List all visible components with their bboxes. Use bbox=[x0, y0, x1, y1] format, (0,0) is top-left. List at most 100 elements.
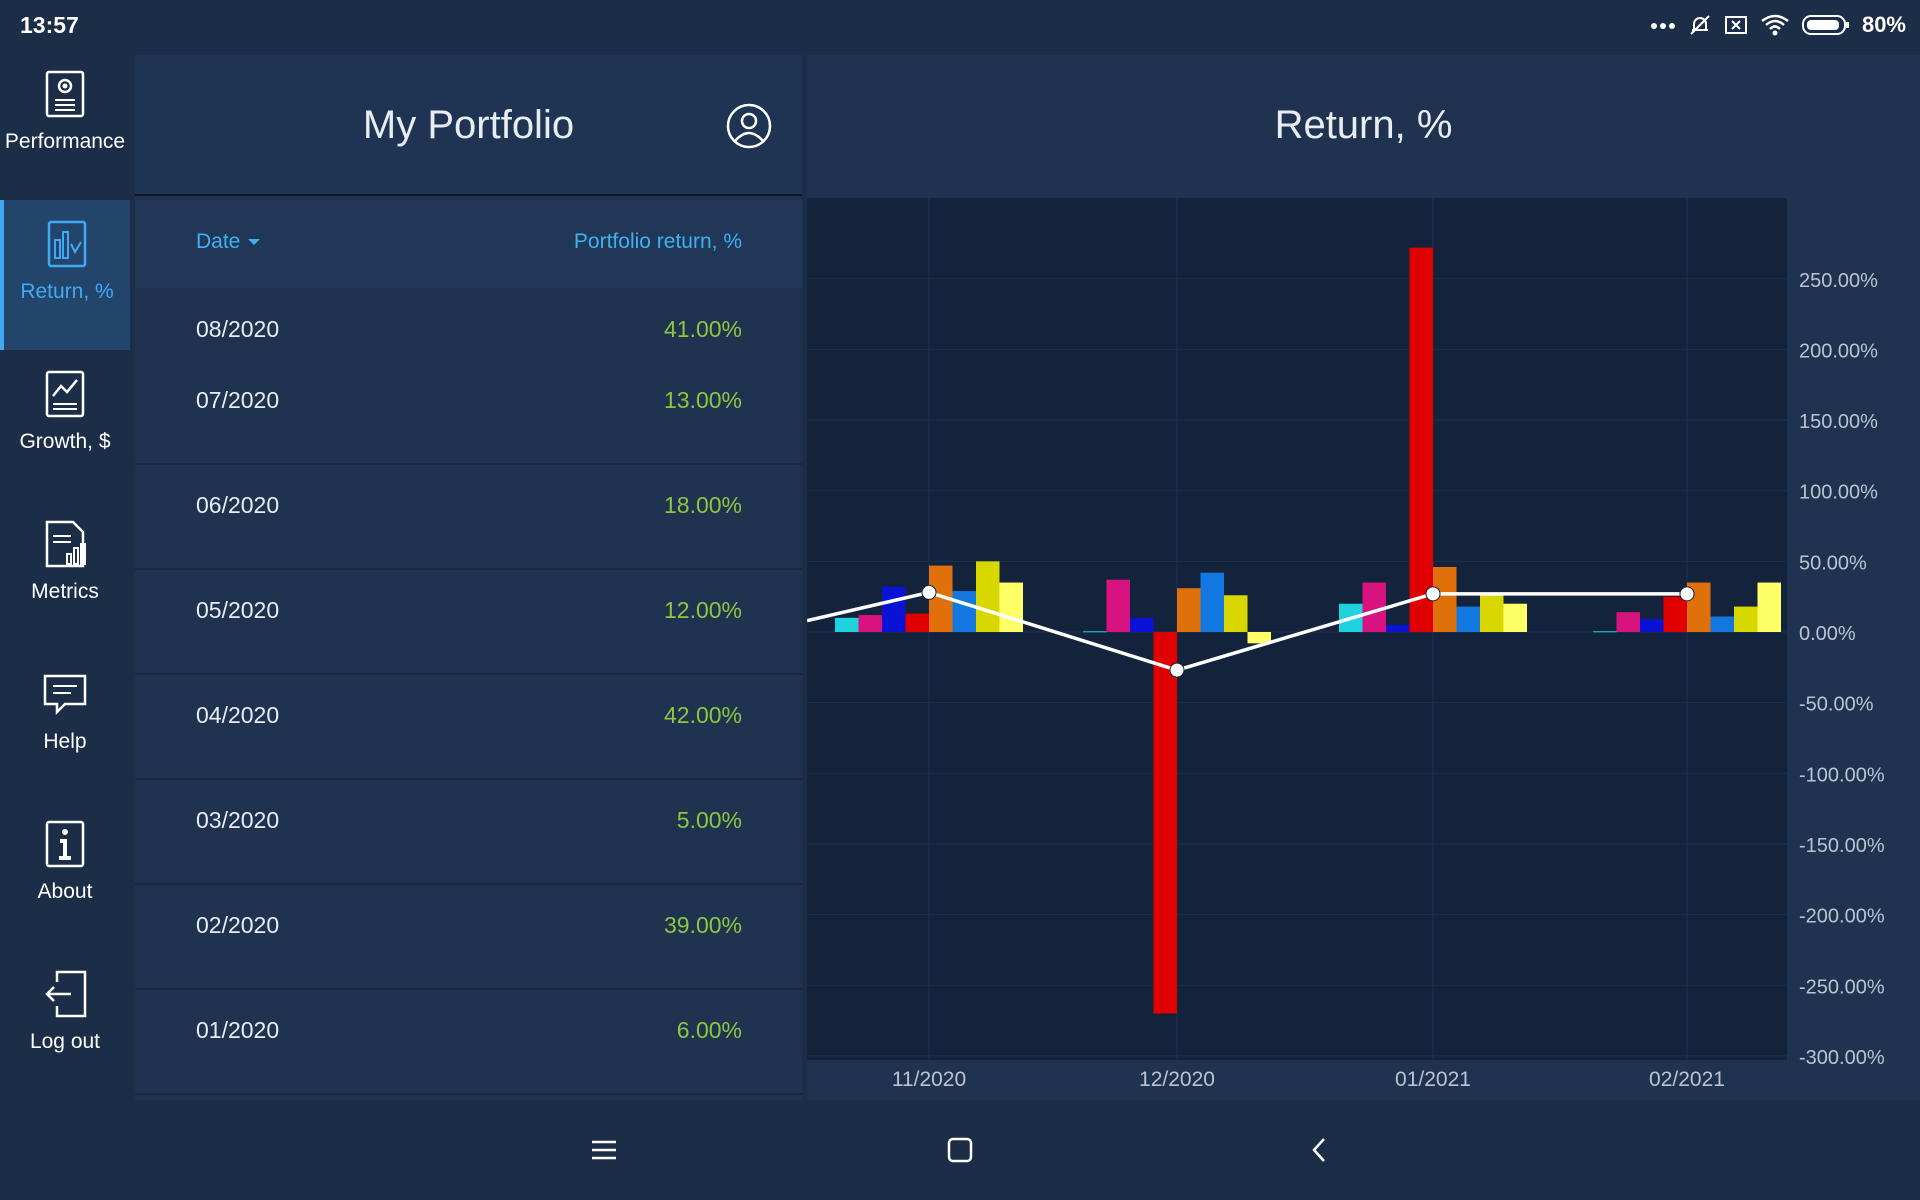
sidebar-item-label: Growth, $ bbox=[19, 430, 111, 453]
x-tick-label: 02/2021 bbox=[1649, 1068, 1725, 1091]
sidebar-item-logout[interactable]: Log out bbox=[0, 950, 130, 1100]
line-point bbox=[1169, 662, 1185, 678]
bar bbox=[1480, 593, 1504, 632]
row-date: 07/2020 bbox=[196, 387, 280, 413]
sim-off-icon bbox=[1724, 14, 1748, 36]
row-return: 41.00% bbox=[663, 316, 742, 342]
menu-button[interactable] bbox=[582, 1128, 626, 1172]
bar bbox=[1130, 617, 1154, 632]
row-date: 08/2020 bbox=[196, 316, 280, 342]
bar bbox=[1386, 624, 1410, 632]
row-return: 5.00% bbox=[676, 807, 742, 833]
table-header: Date Portfolio return, % bbox=[135, 200, 802, 288]
bar bbox=[1083, 631, 1107, 633]
sidebar-item-label: Metrics bbox=[31, 580, 99, 603]
metrics-icon bbox=[45, 520, 86, 568]
chart-panel: Return, % 250.00% 200.00% 150.00% 100.00% 50… bbox=[807, 55, 1920, 1100]
sidebar-item-return[interactable]: Return, % bbox=[0, 200, 130, 350]
y-tick-label: -100.00% bbox=[1799, 764, 1885, 786]
status-bar: 13:57 80% bbox=[0, 0, 1920, 50]
table-row[interactable]: 03/2020 5.00% bbox=[135, 781, 802, 885]
row-return: 39.00% bbox=[663, 912, 742, 938]
bar bbox=[1362, 582, 1386, 632]
row-date: 02/2020 bbox=[196, 912, 280, 938]
y-tick-label: 50.00% bbox=[1799, 552, 1867, 574]
date-column-header: Date bbox=[196, 230, 241, 253]
y-tick-label: -200.00% bbox=[1799, 906, 1885, 928]
return-column-header: Portfolio return, % bbox=[573, 230, 742, 253]
bar bbox=[1456, 606, 1480, 632]
bar bbox=[976, 561, 1000, 632]
battery-icon bbox=[1801, 13, 1850, 37]
system-nav-bar bbox=[0, 1100, 1920, 1200]
sidebar-item-label: Help bbox=[43, 730, 87, 753]
battery-percent: 80% bbox=[1861, 12, 1906, 37]
back-button[interactable] bbox=[1297, 1128, 1341, 1172]
caret-down-icon bbox=[248, 239, 261, 245]
returns-table: 08/2020 41.00% 07/2020 13.00% 06/2020 18… bbox=[135, 290, 802, 1100]
status-icons: 80% bbox=[1650, 11, 1906, 39]
sidebar-item-performance[interactable]: Performance bbox=[0, 50, 130, 200]
sidebar-item-label: About bbox=[37, 880, 93, 903]
bar bbox=[1247, 632, 1271, 644]
row-return: 6.00% bbox=[676, 1017, 742, 1043]
return-chart[interactable]: 250.00% 200.00% 150.00% 100.00% 50.00% 0.00% -… bbox=[807, 55, 1920, 1100]
bar bbox=[1593, 631, 1617, 633]
sidebar-item-metrics[interactable]: Metrics bbox=[0, 500, 130, 650]
table-row[interactable]: 05/2020 12.00% bbox=[135, 571, 802, 675]
sidebar-item-label: Performance bbox=[4, 130, 126, 153]
row-return: 18.00% bbox=[663, 492, 742, 518]
line-point bbox=[1425, 586, 1441, 602]
bar bbox=[1224, 595, 1248, 632]
logout-icon bbox=[45, 970, 87, 1018]
portfolio-header: My Portfolio bbox=[135, 55, 802, 196]
bar bbox=[1106, 579, 1130, 632]
profile-icon[interactable] bbox=[726, 103, 772, 149]
home-button[interactable] bbox=[938, 1128, 982, 1172]
status-time: 13:57 bbox=[20, 12, 79, 38]
y-tick-label: -250.00% bbox=[1799, 976, 1885, 998]
row-date: 01/2020 bbox=[196, 1017, 280, 1043]
bar bbox=[1200, 572, 1224, 632]
sidebar-item-label: Log out bbox=[29, 1030, 101, 1053]
y-tick-label: -300.00% bbox=[1799, 1047, 1885, 1069]
info-icon bbox=[45, 820, 85, 868]
table-row[interactable]: 04/2020 42.00% bbox=[135, 676, 802, 780]
bar bbox=[952, 591, 976, 632]
x-tick-label: 12/2020 bbox=[1139, 1068, 1215, 1091]
bar bbox=[1734, 606, 1758, 632]
sidebar-nav: Performance Return, % Growth, $ Metrics bbox=[0, 50, 130, 1100]
row-return: 13.00% bbox=[663, 387, 742, 413]
chart-title: Return, % bbox=[1274, 103, 1453, 147]
bar bbox=[858, 615, 882, 632]
bar bbox=[882, 586, 906, 632]
table-row[interactable]: 01/2020 6.00% bbox=[135, 991, 802, 1095]
help-chat-icon bbox=[43, 674, 87, 716]
growth-chart-icon bbox=[45, 370, 85, 418]
bar bbox=[1177, 588, 1201, 632]
bar bbox=[1757, 582, 1781, 632]
table-row[interactable]: 07/2020 13.00% bbox=[135, 361, 802, 465]
row-return: 12.00% bbox=[663, 597, 742, 623]
table-row[interactable]: 06/2020 18.00% bbox=[135, 466, 802, 570]
performance-icon bbox=[45, 70, 85, 118]
sidebar-item-help[interactable]: Help bbox=[0, 650, 130, 800]
return-chart-icon bbox=[47, 220, 87, 268]
sidebar-item-growth[interactable]: Growth, $ bbox=[0, 350, 130, 500]
bar bbox=[835, 617, 859, 632]
wifi-icon bbox=[1760, 13, 1790, 37]
y-tick-label: -50.00% bbox=[1799, 694, 1874, 716]
table-row[interactable]: 02/2020 39.00% bbox=[135, 886, 802, 990]
back-chevron-icon bbox=[1312, 1138, 1325, 1162]
bar bbox=[999, 582, 1023, 632]
sidebar-item-about[interactable]: About bbox=[0, 800, 130, 950]
x-tick-label: 11/2020 bbox=[892, 1068, 966, 1091]
page-title: My Portfolio bbox=[362, 103, 575, 147]
row-date: 04/2020 bbox=[196, 702, 280, 728]
date-sort-button[interactable]: Date bbox=[196, 230, 261, 254]
bar bbox=[905, 613, 929, 632]
bar bbox=[1409, 247, 1433, 632]
bar bbox=[1640, 619, 1664, 632]
row-return: 42.00% bbox=[663, 702, 742, 728]
line-point bbox=[1679, 586, 1695, 602]
